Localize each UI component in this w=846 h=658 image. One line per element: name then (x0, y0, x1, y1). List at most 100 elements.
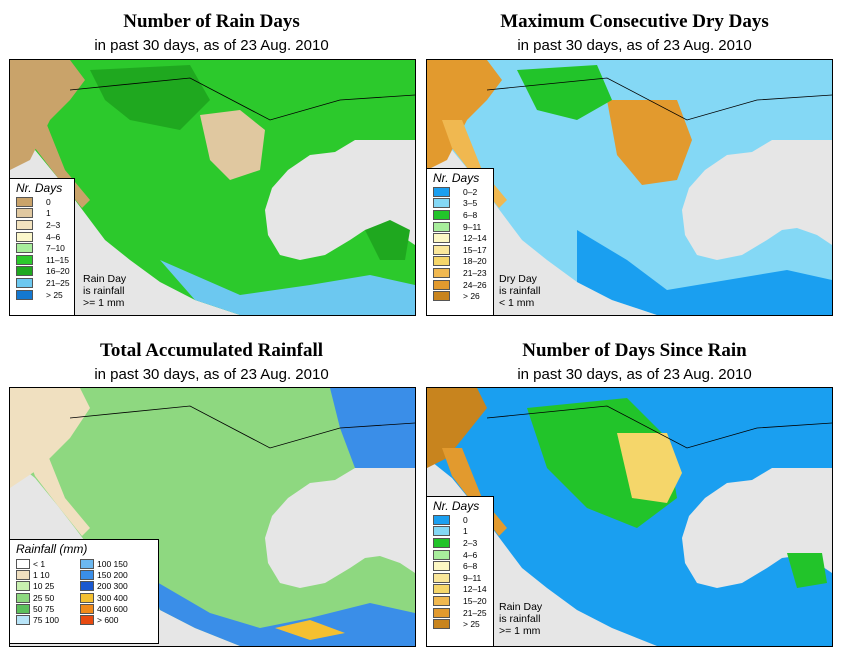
legend-label: 11–15 (46, 254, 70, 265)
legend-label: 3–5 (463, 198, 478, 209)
legend-rain-days: Nr. Days 0 1 2–3 4–6 7–10 11–15 16–20 21–25 > 25 (9, 178, 75, 316)
legend-swatch (16, 231, 33, 242)
land-south (577, 230, 832, 315)
panel-title: Number of Rain Days (123, 11, 300, 32)
legend-swatch (80, 614, 94, 625)
legend-swatch (16, 581, 30, 592)
legend-label: 100 150 (97, 559, 128, 569)
legend-swatch (16, 603, 30, 614)
legend-swatch (433, 572, 450, 583)
legend-swatch (80, 592, 94, 603)
legend-label: 21–25 (46, 277, 70, 288)
map-rain-days[interactable] (9, 59, 416, 316)
note-line: is rainfall (499, 613, 541, 625)
legend-title: Nr. Days (16, 181, 63, 195)
legend-label: 75 100 (33, 614, 59, 625)
legend-rows: < 1 100 150 1 10 150 200 10 25 200 300 25 50 30… (10, 557, 158, 628)
panel-subtitle: in past 30 days, as of 23 Aug. 2010 (517, 366, 752, 383)
legend-row: > 26 (427, 290, 493, 302)
legend-row: 4–6 (10, 231, 74, 243)
legend-rows: 0 1 2–3 4–6 7–10 11–15 16–20 21–25 > 25 (10, 196, 74, 300)
legend-label: 15–17 (463, 244, 487, 255)
legend-rows: 0–2 3–5 6–8 9–11 12–14 15–17 18–20 21–23 24–26 > … (427, 186, 493, 302)
panel-subtitle: in past 30 days, as of 23 Aug. 2010 (94, 37, 329, 54)
legend-label: 0 (46, 196, 51, 207)
legend-label: 0 (463, 514, 468, 525)
legend-label: 12–14 (463, 584, 487, 595)
legend-label: 9–11 (463, 572, 482, 583)
legend-title: Nr. Days (433, 499, 480, 513)
land-south (150, 578, 415, 646)
legend-label: 18–20 (463, 256, 487, 267)
legend-row: 0–2 (427, 186, 493, 198)
note-line: is rainfall (83, 285, 125, 297)
panel-dry-days: Maximum Consecutive Dry Days in past 30 … (423, 0, 846, 329)
legend-label: 21–25 (463, 607, 487, 618)
legend-swatch (16, 570, 30, 581)
legend-swatch (433, 607, 450, 618)
legend-swatch (16, 614, 30, 625)
legend-swatch (433, 186, 450, 197)
land-dry-north (607, 100, 692, 185)
legend-row: > 25 (427, 618, 493, 630)
legend-label: 15–20 (463, 595, 487, 606)
legend-title: Nr. Days (433, 171, 480, 185)
panel-title: Total Accumulated Rainfall (99, 340, 324, 361)
legend-rows: 0 1 2–3 4–6 6–8 9–11 12–14 15–20 21–25 > 25 (427, 514, 493, 630)
us-mexico-border (69, 77, 415, 121)
legend-label: 6–8 (463, 209, 478, 220)
legend-label: 4–6 (463, 549, 478, 560)
legend-row: 21–25 (427, 607, 493, 619)
legend-label: 7–10 (46, 243, 65, 254)
land-dry-north (617, 433, 682, 503)
legend-row: 12–14 (427, 584, 493, 596)
legend-row: 1 (427, 526, 493, 538)
legend-swatch (433, 244, 450, 255)
legend-label: > 25 (46, 289, 63, 300)
legend-row: 15–17 (427, 244, 493, 256)
legend-row: 12–14 (427, 232, 493, 244)
legend-swatch (16, 592, 30, 603)
map-canvas (10, 60, 415, 315)
yucatan (365, 220, 410, 260)
land-wet-ne (330, 388, 415, 468)
legend-row: 0 (427, 514, 493, 526)
legend-swatch (433, 221, 450, 232)
legend-label: 9–11 (463, 221, 482, 232)
legend-swatch (433, 233, 450, 244)
legend-swatch (16, 266, 33, 277)
legend-label: 1 (46, 208, 51, 219)
legend-swatch (433, 256, 450, 267)
yucatan (787, 553, 827, 588)
panel-since-rain: Number of Days Since Rain in past 30 day… (423, 329, 846, 658)
legend-swatch (433, 209, 450, 220)
legend-swatch (16, 196, 33, 207)
legend-row: 1 (10, 208, 74, 220)
legend-label: 21–23 (463, 267, 487, 278)
panel-title: Number of Days Since Rain (522, 340, 747, 361)
legend-swatch (16, 289, 33, 300)
legend-swatch (433, 584, 450, 595)
legend-swatch (16, 219, 33, 230)
legend-row: 2–3 (427, 537, 493, 549)
legend-rainfall: Rainfall (mm) < 1 100 150 1 10 150 200 10 25… (9, 539, 159, 644)
legend-row: 0 (10, 196, 74, 208)
land-south (160, 260, 415, 315)
legend-row: 21–23 (427, 267, 493, 279)
panel-rainfall: Total Accumulated Rainfall in past 30 da… (0, 329, 423, 658)
legend-label: 12–14 (463, 233, 487, 244)
legend-label: 6–8 (463, 561, 478, 572)
panel-title: Maximum Consecutive Dry Days (500, 11, 769, 32)
baja-peninsula (25, 448, 90, 536)
legend-label: 24–26 (463, 279, 487, 290)
legend-label: > 600 (97, 614, 119, 625)
legend-swatch (16, 208, 33, 219)
legend-swatch (80, 559, 94, 569)
legend-swatch (433, 291, 450, 302)
legend-row: 7–10 (10, 242, 74, 254)
land-mass (10, 388, 415, 646)
legend-label: 4–6 (46, 231, 61, 242)
legend-row: 18–20 (427, 256, 493, 268)
legend-label: > 26 (463, 291, 480, 302)
legend-swatch (80, 570, 94, 581)
